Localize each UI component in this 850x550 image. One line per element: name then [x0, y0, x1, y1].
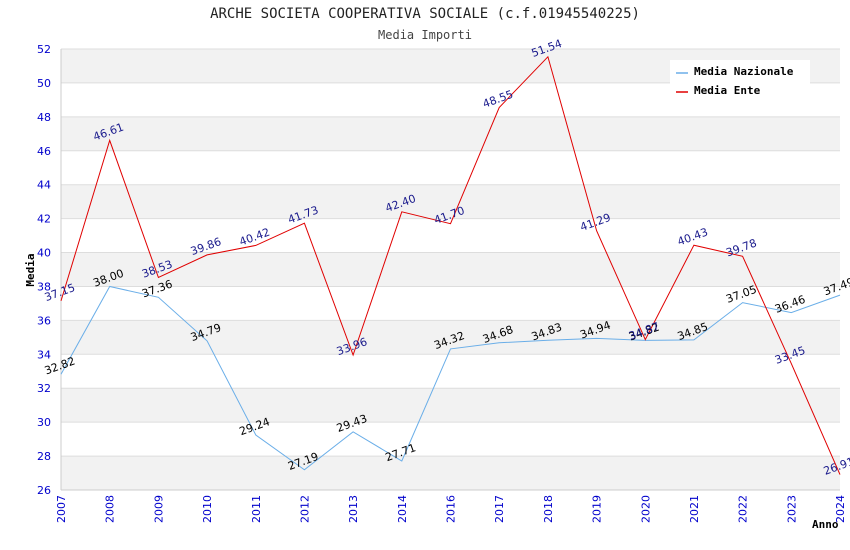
- legend-label-nazionale: Media Nazionale: [694, 65, 794, 78]
- grid-band: [61, 116, 840, 151]
- x-tick-label: 2014: [396, 495, 409, 523]
- y-tick-label: 50: [37, 77, 51, 90]
- legend-box: [670, 60, 810, 102]
- x-tick-labels: 2007 2008 2009 2010 2011 2012 2013 2014 2016 2017…: [55, 495, 847, 523]
- y-tick-label: 40: [37, 247, 51, 260]
- y-tick-label: 28: [37, 450, 51, 463]
- grid-band: [61, 218, 840, 253]
- x-tick-label: 2007: [55, 495, 68, 523]
- grid-band: [61, 252, 840, 287]
- series-lines: [60, 55, 841, 475]
- series-line-media-ente: [60, 55, 841, 475]
- y-tick-label: 44: [37, 179, 51, 192]
- y-tick-label: 34: [37, 348, 51, 361]
- y-tick-label: 36: [37, 314, 51, 327]
- grid-band: [61, 286, 840, 321]
- y-tick-label: 38: [37, 280, 51, 293]
- chart-title: ARCHE SOCIETA COOPERATIVA SOCIALE (c.f.0…: [210, 6, 640, 22]
- grid-band: [61, 354, 840, 389]
- x-tick-label: 2009: [152, 495, 165, 523]
- plot-background: [61, 49, 840, 490]
- x-tick-label: 2020: [639, 495, 652, 523]
- x-axis-label: Anno: [812, 518, 839, 531]
- x-tick-label: 2011: [250, 495, 263, 523]
- x-tick-label: 2012: [298, 495, 311, 523]
- legend: Media Nazionale Media Ente: [670, 60, 810, 102]
- series-line-media-nazionale: [60, 285, 841, 471]
- x-tick-label: 2019: [591, 495, 604, 523]
- x-tick-label: 2016: [445, 495, 458, 523]
- x-tick-label: 2017: [493, 495, 506, 523]
- x-tick-label: 2024: [834, 495, 847, 523]
- y-tick-labels: 26 28 30 32 34 36 38 40 42 44 46 48 50 52: [37, 43, 51, 497]
- chart-subtitle: Media Importi: [378, 28, 472, 42]
- y-tick-label: 26: [37, 484, 51, 497]
- y-tick-label: 48: [37, 111, 51, 124]
- grid-band: [61, 422, 840, 457]
- x-tick-label: 2022: [737, 495, 750, 523]
- grid-band: [61, 184, 840, 219]
- grid-band: [61, 388, 840, 423]
- grid-band: [61, 456, 840, 490]
- x-tick-label: 2018: [542, 495, 555, 523]
- x-tick-label: 2008: [104, 495, 117, 523]
- grid-band: [61, 150, 840, 185]
- x-tick-label: 2021: [688, 495, 701, 523]
- legend-label-ente: Media Ente: [694, 84, 761, 97]
- x-tick-label: 2010: [201, 495, 214, 523]
- y-tick-label: 30: [37, 416, 51, 429]
- x-tick-label: 2013: [347, 495, 360, 523]
- y-tick-label: 42: [37, 213, 51, 226]
- y-tick-label: 32: [37, 382, 51, 395]
- x-tick-label: 2023: [785, 495, 798, 523]
- y-axis-label: Media: [24, 253, 37, 286]
- axes: [60, 49, 840, 491]
- y-tick-label: 52: [37, 43, 51, 56]
- y-tick-label: 46: [37, 145, 51, 158]
